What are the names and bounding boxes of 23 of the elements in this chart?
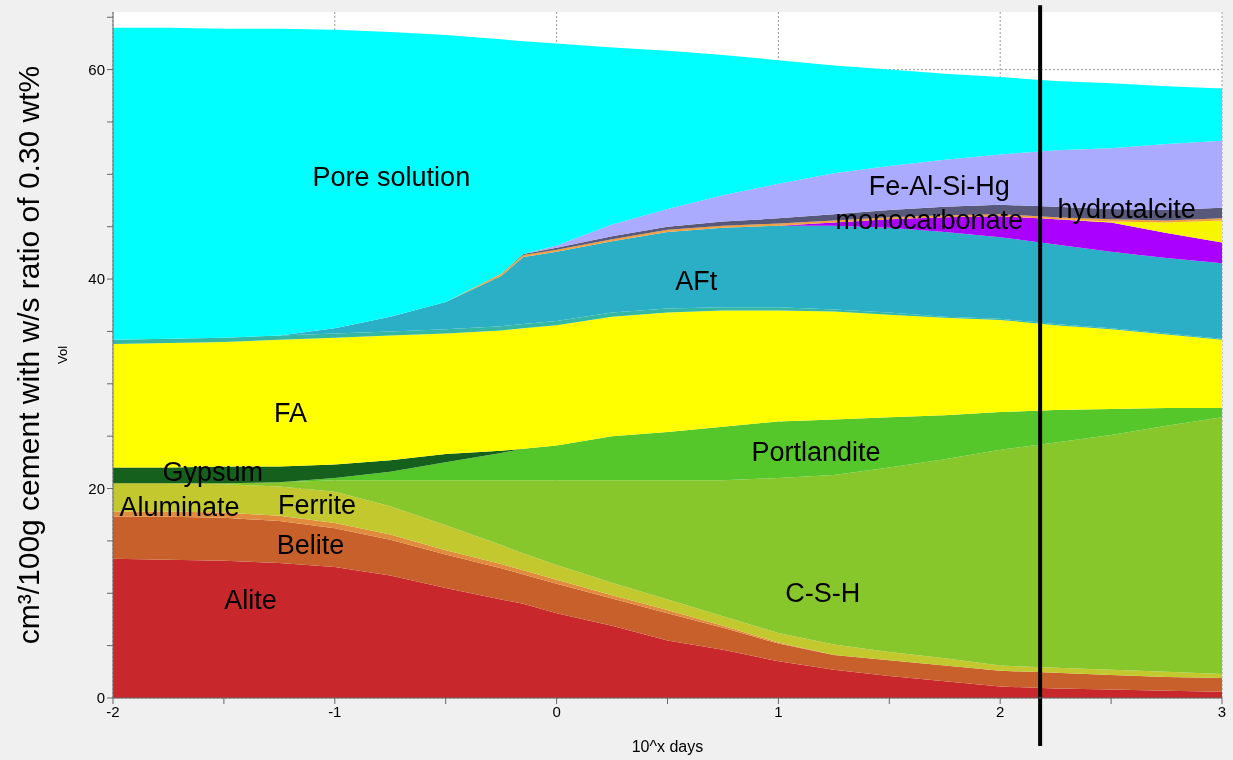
series-label: Portlandite bbox=[751, 437, 881, 467]
series-label: Pore solution bbox=[312, 162, 471, 193]
series-label: Belite bbox=[276, 530, 345, 561]
x-tick-label: 3 bbox=[1217, 702, 1227, 720]
y-axis-title: cm³/100g cement with w/s ratio of 0.30 wt% bbox=[11, 65, 45, 645]
y-tick-label: 60 bbox=[88, 60, 105, 78]
x-tick-label: -1 bbox=[328, 702, 342, 720]
series-label: Aluminate bbox=[119, 492, 240, 523]
x-axis-title: 10^x days bbox=[631, 738, 704, 755]
series-label: Alite bbox=[224, 584, 277, 615]
x-tick-label: 2 bbox=[996, 702, 1005, 720]
x-tick-label: 0 bbox=[552, 702, 561, 720]
y-tick-label: 40 bbox=[88, 270, 105, 288]
y-tick-label: 20 bbox=[88, 479, 105, 497]
x-tick-label: 1 bbox=[774, 702, 783, 720]
series-label: Ferrite bbox=[278, 490, 357, 521]
series-label: Fe-Al-Si-Hg bbox=[868, 170, 1010, 201]
y-tick-label: 0 bbox=[96, 689, 105, 707]
series-label: FA bbox=[273, 397, 307, 428]
series-label: AFt bbox=[675, 265, 718, 296]
series-label: C-S-H bbox=[785, 577, 861, 608]
text: Vol bbox=[54, 345, 70, 365]
x-tick-label: -2 bbox=[106, 702, 120, 720]
